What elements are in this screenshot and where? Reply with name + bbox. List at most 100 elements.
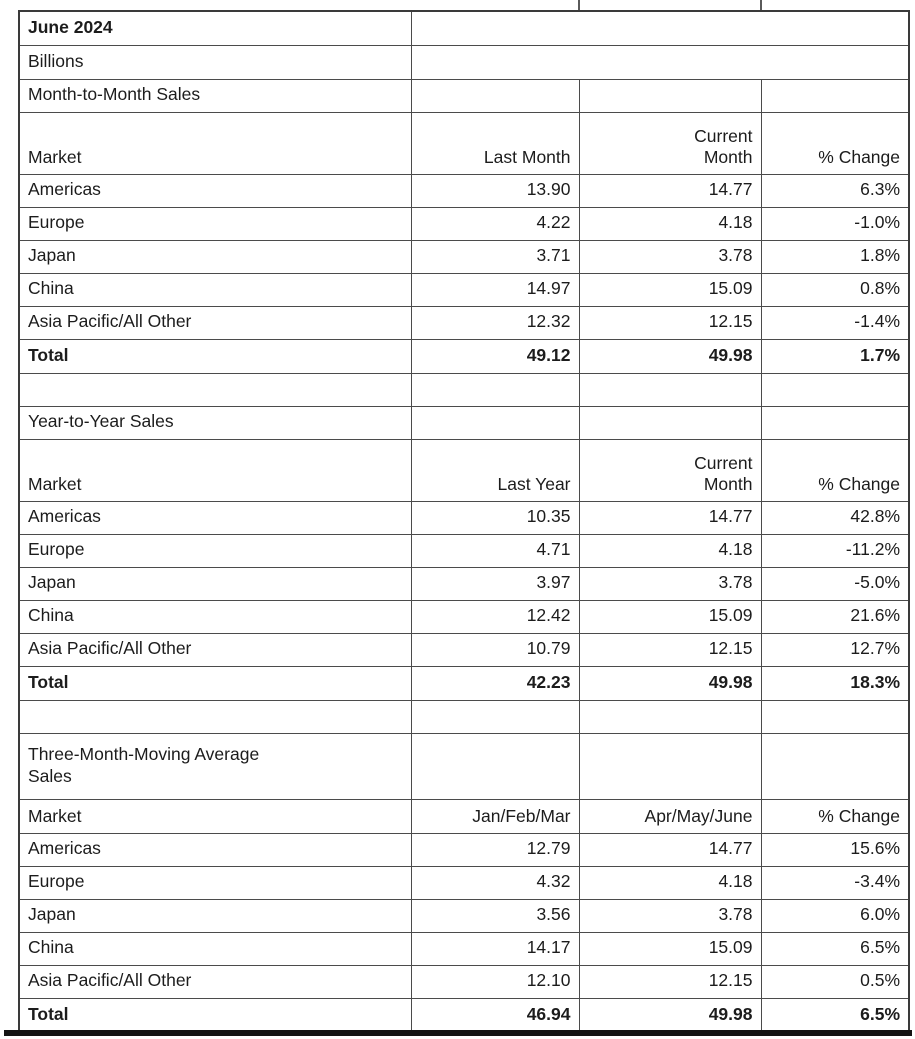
total-value-cell: 49.12 [410, 338, 580, 374]
column-header-cell: Jan/Feb/Mar [410, 798, 580, 834]
table-row: Billions [18, 44, 910, 80]
table-row: Americas 13.90 14.77 6.3% [18, 173, 910, 208]
column-header-cell: Market [18, 111, 412, 175]
empty-cell [410, 699, 580, 734]
empty-cell [760, 699, 910, 734]
pct-change-cell: 12.7% [760, 632, 910, 667]
header-row: Market Last Month Current Month% Change [18, 111, 910, 175]
table-row: Asia Pacific/All Other 12.32 12.15 -1.4% [18, 305, 910, 340]
column-header-cell: % Change [760, 438, 910, 502]
pct-change-cell: 0.5% [760, 964, 910, 999]
value-cell: 3.56 [410, 898, 580, 933]
table-row: Europe 4.22 4.18 -1.0% [18, 206, 910, 241]
table-row: Japan 3.71 3.78 1.8% [18, 239, 910, 274]
empty-cell [410, 372, 580, 407]
spacer-row [18, 699, 910, 734]
value-cell: 12.32 [410, 305, 580, 340]
table-row: Month-to-Month Sales [18, 78, 910, 113]
empty-cell [578, 372, 762, 407]
pct-change-cell: 42.8% [760, 500, 910, 535]
pct-change-cell: 0.8% [760, 272, 910, 307]
empty-cell [410, 405, 580, 440]
empty-cell [578, 405, 762, 440]
total-value-cell: 46.94 [410, 997, 580, 1033]
value-cell: 4.22 [410, 206, 580, 241]
market-cell: China [18, 931, 412, 966]
market-cell: Americas [18, 832, 412, 867]
table-row: Asia Pacific/All Other 12.10 12.15 0.5% [18, 964, 910, 999]
column-header-cell: % Change [760, 111, 910, 175]
value-cell: 15.09 [578, 272, 762, 307]
value-cell: 4.18 [578, 865, 762, 900]
table-row: June 2024 [18, 10, 910, 46]
pct-change-cell: 6.3% [760, 173, 910, 208]
total-label-cell: Total [18, 665, 412, 701]
column-header-cell: Current Month [578, 111, 762, 175]
value-cell: 13.90 [410, 173, 580, 208]
value-cell: 14.97 [410, 272, 580, 307]
total-value-cell: 49.98 [578, 338, 762, 374]
sales-report-table: June 2024 Billions Month-to-Month Sales Mar… [18, 10, 911, 1033]
empty-cell [410, 44, 910, 80]
column-line-stub [578, 0, 580, 10]
total-row: Total 42.23 49.98 18.3% [18, 665, 910, 701]
market-cell: Europe [18, 533, 412, 568]
column-header: Current Month [694, 452, 753, 495]
units-cell: Billions [18, 44, 412, 80]
column-header: Current Month [694, 125, 753, 168]
value-cell: 12.15 [578, 305, 762, 340]
value-cell: 3.78 [578, 566, 762, 601]
pct-change-cell: 1.8% [760, 239, 910, 274]
total-pct-cell: 6.5% [760, 997, 910, 1033]
report-title-cell: June 2024 [18, 10, 412, 46]
spacer-cell [18, 372, 412, 407]
table-row: China 14.97 15.09 0.8% [18, 272, 910, 307]
table-row: Year-to-Year Sales [18, 405, 910, 440]
section-title-cell: Year-to-Year Sales [18, 405, 412, 440]
value-cell: 3.78 [578, 898, 762, 933]
value-cell: 10.35 [410, 500, 580, 535]
value-cell: 3.78 [578, 239, 762, 274]
value-cell: 3.71 [410, 239, 580, 274]
pct-change-cell: -1.4% [760, 305, 910, 340]
empty-cell [760, 372, 910, 407]
column-header-cell: Market [18, 798, 412, 834]
empty-cell [578, 78, 762, 113]
pct-change-cell: -11.2% [760, 533, 910, 568]
total-label-cell: Total [18, 338, 412, 374]
value-cell: 4.71 [410, 533, 580, 568]
empty-cell [578, 699, 762, 734]
section-title-cell: Month-to-Month Sales [18, 78, 412, 113]
column-header-cell: Last Year [410, 438, 580, 502]
value-cell: 14.17 [410, 931, 580, 966]
column-header-cell: Apr/May/June [578, 798, 762, 834]
market-cell: Americas [18, 500, 412, 535]
pct-change-cell: -1.0% [760, 206, 910, 241]
column-header-cell: Market [18, 438, 412, 502]
empty-cell [760, 78, 910, 113]
market-cell: China [18, 599, 412, 634]
pct-change-cell: -3.4% [760, 865, 910, 900]
value-cell: 12.10 [410, 964, 580, 999]
empty-cell [410, 10, 910, 46]
table-row: China 12.42 15.09 21.6% [18, 599, 910, 634]
market-cell: Europe [18, 206, 412, 241]
pct-change-cell: 15.6% [760, 832, 910, 867]
header-row: Market Last Year Current Month% Change [18, 438, 910, 502]
column-header-cell: Current Month [578, 438, 762, 502]
total-value-cell: 49.98 [578, 997, 762, 1033]
total-pct-cell: 1.7% [760, 338, 910, 374]
table-row: Europe 4.32 4.18 -3.4% [18, 865, 910, 900]
table-row: Three-Month-Moving Average Sales [18, 732, 910, 800]
pct-change-cell: 6.5% [760, 931, 910, 966]
column-line-stub [760, 0, 762, 10]
value-cell: 12.79 [410, 832, 580, 867]
empty-cell [578, 732, 762, 800]
empty-cell [760, 732, 910, 800]
table-row: Japan 3.97 3.78 -5.0% [18, 566, 910, 601]
value-cell: 14.77 [578, 500, 762, 535]
market-cell: China [18, 272, 412, 307]
market-cell: Europe [18, 865, 412, 900]
pct-change-cell: 21.6% [760, 599, 910, 634]
total-value-cell: 49.98 [578, 665, 762, 701]
